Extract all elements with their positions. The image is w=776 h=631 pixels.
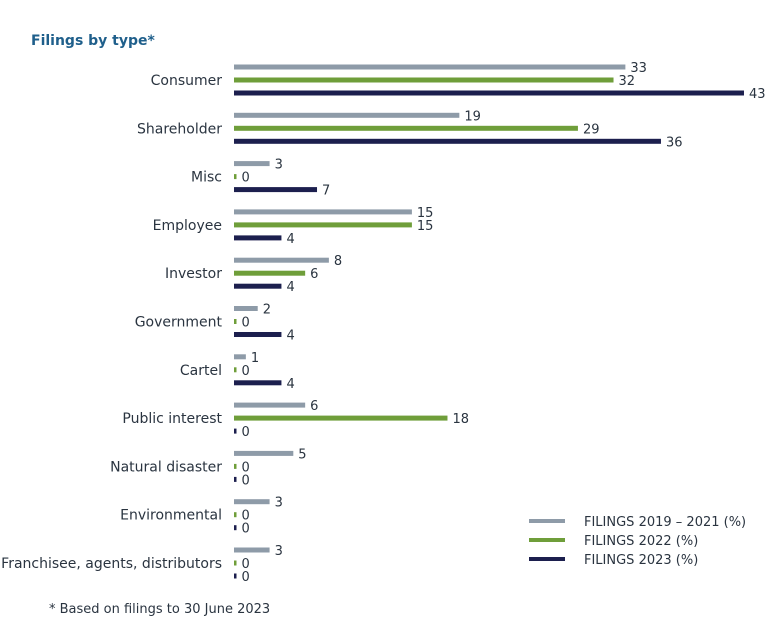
bar (234, 209, 412, 215)
data-label: 15 (417, 219, 434, 234)
category-label: Public interest (122, 411, 222, 427)
data-label: 43 (749, 87, 766, 102)
bar (234, 512, 237, 518)
data-label: 5 (298, 447, 306, 462)
bar (234, 332, 282, 337)
bar (234, 125, 578, 131)
bar (234, 573, 237, 579)
data-label: 1 (251, 351, 259, 366)
chart-title: Filings by type* (31, 33, 155, 49)
legend: FILINGS 2019 – 2021 (%) FILINGS 2022 (%) F… (529, 515, 746, 568)
bar (234, 450, 294, 456)
data-label: 3 (275, 158, 283, 173)
bar (234, 257, 329, 263)
data-label: 0 (242, 473, 250, 488)
bars (234, 64, 744, 579)
bar (234, 174, 237, 180)
legend-swatch (529, 557, 565, 561)
category-label: Employee (153, 218, 222, 234)
data-label: 0 (242, 557, 250, 572)
bar (234, 380, 282, 386)
data-label: 6 (310, 399, 318, 414)
data-label: 0 (242, 425, 250, 440)
data-label: 4 (286, 232, 294, 247)
data-label: 0 (242, 522, 250, 537)
data-label: 15 (417, 206, 434, 221)
data-label: 32 (619, 74, 636, 89)
data-label: 3 (275, 544, 283, 559)
data-label: 0 (242, 171, 250, 186)
category-label: Misc (191, 170, 222, 186)
bar (234, 415, 448, 421)
legend-label: FILINGS 2019 – 2021 (%) (584, 515, 746, 530)
data-label: 36 (666, 135, 683, 150)
data-label: 33 (630, 61, 647, 76)
data-label: 6 (310, 267, 318, 282)
data-label: 0 (242, 509, 250, 524)
bar (234, 306, 258, 311)
data-label: 2 (263, 303, 271, 318)
bar (234, 112, 460, 118)
bar (234, 161, 270, 167)
bar (234, 547, 270, 553)
bar (234, 354, 246, 360)
legend-swatch (529, 519, 565, 523)
bar (234, 138, 661, 144)
category-labels: Consumer Shareholder Misc Employee Investor G… (1, 73, 222, 572)
legend-label: FILINGS 2022 (%) (584, 534, 698, 549)
data-label: 19 (464, 109, 481, 124)
legend-swatch (529, 538, 565, 542)
data-label: 8 (334, 254, 342, 269)
data-label: 0 (242, 316, 250, 331)
category-label: Investor (165, 266, 222, 282)
bar (234, 560, 237, 566)
bar (234, 463, 237, 469)
data-label: 0 (242, 364, 250, 379)
bar (234, 77, 614, 83)
category-label: Consumer (151, 73, 223, 89)
category-label: Cartel (180, 363, 222, 379)
category-label: Shareholder (137, 121, 222, 137)
data-label: 3 (275, 496, 283, 511)
bar (234, 64, 626, 70)
bar (234, 90, 744, 96)
data-label: 18 (452, 412, 469, 427)
category-label: Environmental (120, 508, 222, 524)
bar (234, 222, 412, 228)
bar (234, 319, 237, 324)
category-label: Natural disaster (110, 459, 222, 475)
bar (234, 525, 237, 531)
data-label: 4 (286, 280, 294, 295)
data-label: 0 (242, 460, 250, 475)
data-label: 4 (286, 377, 294, 392)
bar (234, 235, 282, 241)
bar (234, 428, 237, 434)
category-label: Franchisee, agents, distributors (1, 556, 222, 572)
bar (234, 367, 237, 373)
data-label: 29 (583, 122, 600, 137)
data-label: 7 (322, 184, 330, 199)
bar (234, 499, 270, 505)
value-labels: 3332431929363071515486420410461805003003… (242, 61, 766, 585)
bar (234, 476, 237, 482)
data-label: 4 (286, 329, 294, 344)
footnote: * Based on filings to 30 June 2023 (49, 602, 271, 617)
bar (234, 187, 318, 193)
legend-label: FILINGS 2023 (%) (584, 553, 698, 568)
bar (234, 402, 306, 408)
data-label: 0 (242, 570, 250, 585)
category-label: Government (135, 315, 223, 331)
bar (234, 270, 306, 276)
bar (234, 283, 282, 289)
